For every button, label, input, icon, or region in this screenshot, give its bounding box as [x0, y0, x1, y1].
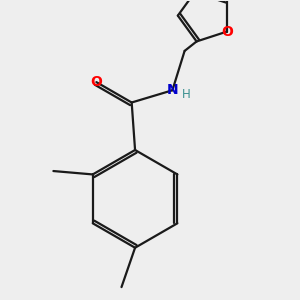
Text: O: O — [90, 75, 102, 89]
Text: O: O — [221, 25, 233, 39]
Text: H: H — [182, 88, 190, 101]
Text: N: N — [167, 83, 178, 97]
